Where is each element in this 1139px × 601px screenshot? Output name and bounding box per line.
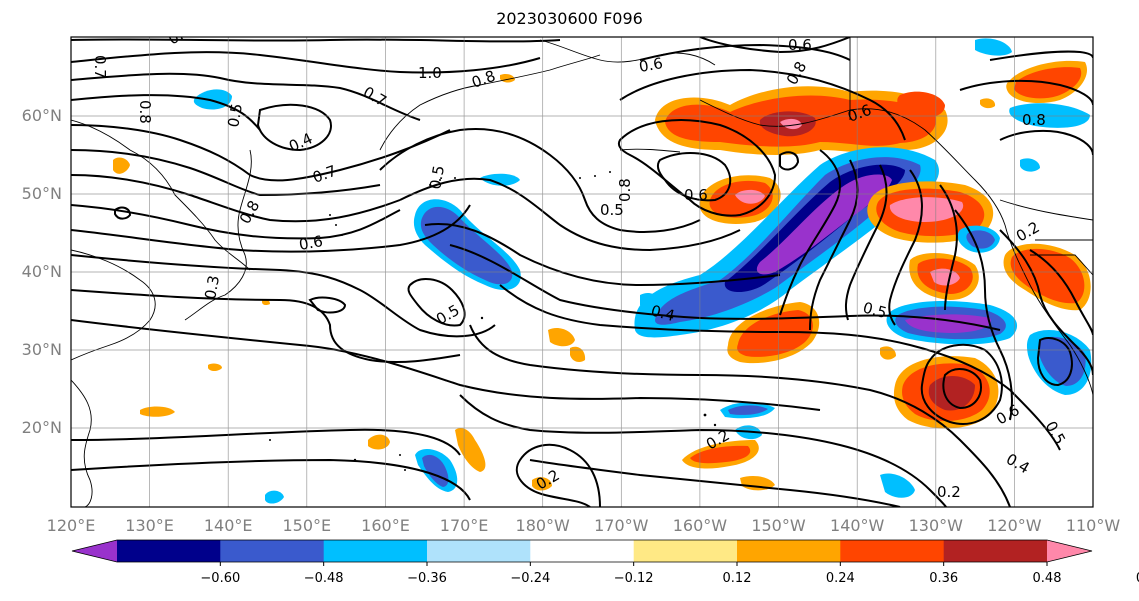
lon-tick-label: 110°W bbox=[1066, 516, 1121, 535]
lon-tick-label: 180°W bbox=[516, 516, 571, 535]
contour-lines bbox=[71, 37, 1093, 507]
contour-label: 0.4 bbox=[649, 301, 677, 325]
lat-tick-label: 30°N bbox=[22, 340, 62, 359]
lon-tick-label: 170°E bbox=[440, 516, 489, 535]
colorbar-segment bbox=[840, 540, 945, 562]
contour-label: 0.6 bbox=[638, 54, 665, 76]
colorbar-tick-label: −0.48 bbox=[304, 571, 344, 586]
contour-label: 1.0 bbox=[418, 64, 442, 82]
contour-label: 0.8 bbox=[165, 21, 195, 49]
colorbar: −0.60 −0.48 −0.36 −0.24 −0.12 0.12 0.24 0.36 0.4… bbox=[71, 539, 1139, 586]
contour-label: 0.5 bbox=[861, 298, 889, 322]
lon-tick-label: 170°W bbox=[594, 516, 649, 535]
colorbar-tick-label: −0.24 bbox=[510, 571, 550, 586]
colorbar-segment bbox=[737, 540, 841, 562]
contour-label: 0.8 bbox=[136, 100, 154, 124]
lat-tick-label: 40°N bbox=[22, 262, 62, 281]
lat-axis: 60°N 50°N 40°N 30°N 20°N bbox=[22, 106, 62, 437]
colorbar-segment bbox=[117, 540, 221, 562]
negative-anomaly-west bbox=[413, 199, 521, 290]
lon-tick-label: 150°W bbox=[751, 516, 806, 535]
colorbar-segment bbox=[943, 540, 1048, 562]
colorbar-tick-label: 0.60 bbox=[1136, 571, 1139, 586]
colorbar-segment bbox=[427, 540, 531, 562]
plot-area: 1.0 0.8 0.7 0.5 0.4 0.7 0.6 0.8 0.5 0.6 … bbox=[71, 21, 1093, 507]
contour-label: 0.5 bbox=[224, 102, 246, 129]
lon-tick-label: 160°E bbox=[361, 516, 410, 535]
lon-tick-label: 120°W bbox=[987, 516, 1042, 535]
colorbar-tick-label: 0.48 bbox=[1033, 571, 1062, 586]
colorbar-tick-label: 0.12 bbox=[723, 571, 752, 586]
contour-label: 0.8 bbox=[1022, 111, 1046, 129]
colorbar-tick-label: −0.60 bbox=[200, 571, 240, 586]
colorbar-segment bbox=[220, 540, 325, 562]
lat-tick-label: 60°N bbox=[22, 106, 62, 125]
contour-label: 0.2 bbox=[937, 483, 961, 501]
lon-tick-label: 130°W bbox=[909, 516, 964, 535]
lon-tick-label: 160°W bbox=[673, 516, 728, 535]
contour-label: 0.7 bbox=[91, 55, 109, 79]
colorbar-segment bbox=[633, 540, 738, 562]
map-title: 2023030600 F096 bbox=[496, 9, 643, 28]
lat-tick-label: 50°N bbox=[22, 184, 62, 203]
positive-anomaly-baja bbox=[893, 356, 999, 429]
lon-tick-label: 150°E bbox=[282, 516, 331, 535]
contour-label: 0.5 bbox=[600, 201, 624, 219]
lon-tick-label: 140°E bbox=[204, 516, 253, 535]
colorbar-segment bbox=[323, 540, 428, 562]
contour-label: 0.8 bbox=[616, 178, 634, 202]
contour-label: 0.6 bbox=[684, 186, 708, 204]
lon-tick-label: 120°E bbox=[47, 516, 96, 535]
positive-anomaly-pnw bbox=[867, 181, 994, 243]
gridlines bbox=[71, 37, 1093, 507]
lon-axis: 120°E 130°E 140°E 150°E 160°E 170°E 180°… bbox=[47, 516, 1121, 535]
lat-tick-label: 20°N bbox=[22, 418, 62, 437]
contour-label: 0.5 bbox=[426, 164, 448, 191]
lon-tick-label: 140°W bbox=[830, 516, 885, 535]
contour-label: 0.6 bbox=[298, 232, 325, 254]
colorbar-extend-high bbox=[1047, 540, 1092, 562]
colorbar-outline bbox=[71, 539, 1093, 563]
contour-label: 0.3 bbox=[201, 274, 223, 301]
lon-tick-label: 130°E bbox=[125, 516, 174, 535]
colorbar-segment bbox=[530, 540, 635, 562]
colorbar-tick-label: 0.36 bbox=[929, 571, 958, 586]
colorbar-tick-label: 0.24 bbox=[826, 571, 855, 586]
colorbar-tick-label: −0.36 bbox=[407, 571, 447, 586]
anomaly-small-features bbox=[113, 73, 1040, 504]
colorbar-extend-low bbox=[72, 540, 117, 562]
colorbar-tick-label: −0.12 bbox=[614, 571, 654, 586]
plot-frame bbox=[70, 36, 1094, 508]
contour-label: 0.6 bbox=[788, 36, 812, 54]
negative-anomaly-california bbox=[886, 300, 1018, 345]
